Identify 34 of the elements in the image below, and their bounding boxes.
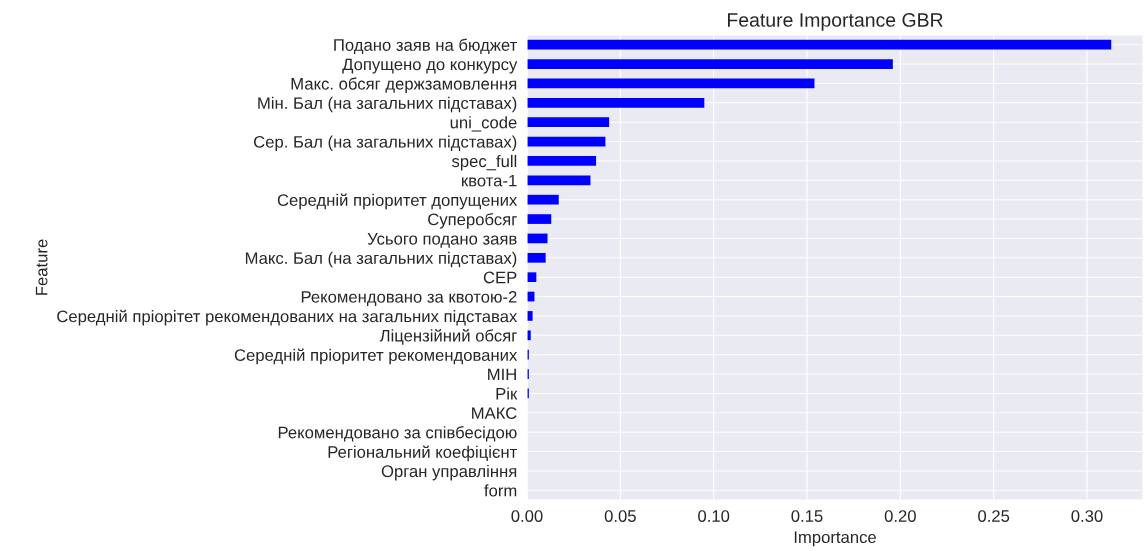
y-axis-title: Feature xyxy=(35,239,48,295)
y-tick-label: Мін. Бал (на загальних підставах) xyxy=(258,96,517,113)
x-tick-label: 0.00 xyxy=(511,510,543,522)
x-axis-title: Importance xyxy=(794,531,876,547)
y-tick-label: Середній пріоритет допущених xyxy=(277,193,518,210)
x-tick-label: 0.30 xyxy=(1071,510,1103,522)
y-tick-label: Сер. Бал (на загальних підставах) xyxy=(254,135,517,152)
y-tick-label: квота-1 xyxy=(462,174,517,187)
y-tick-label: МАКС xyxy=(472,407,517,420)
x-tick-label: 0.10 xyxy=(698,510,730,522)
y-tick-label: Макс. Бал (на загальних підставах) xyxy=(245,251,517,268)
y-tick-label: Рекомендовано за квотою-2 xyxy=(301,290,517,306)
y-tick-label: МІН xyxy=(488,368,516,381)
y-tick-label: Суперобсяг xyxy=(428,212,517,229)
y-tick-label: СЕР xyxy=(483,271,517,284)
y-tick-label: Допущено до конкурсу xyxy=(342,58,518,74)
y-tick-label: Рік xyxy=(496,387,518,400)
y-tick-label: Середній пріорітет рекомендованих на загальних підставах xyxy=(57,309,518,326)
y-tick-label: Регіональний коефіцієнт xyxy=(328,445,517,462)
x-tick-label: 0.20 xyxy=(884,510,916,522)
chart-title: Feature Importance GBR xyxy=(727,13,943,31)
y-tick-label: Ліцензійний обсяг xyxy=(379,329,517,345)
y-tick-label: Подано заяв на бюджет xyxy=(334,38,517,55)
y-tick-label: Рекомендовано за співбесідою xyxy=(278,426,517,442)
x-tick-label: 0.05 xyxy=(604,510,636,522)
y-tick-label: Усього подано заяв xyxy=(367,233,517,248)
y-tick-label: Середній пріоритет рекомендованих xyxy=(234,348,518,365)
x-tick-label: 0.15 xyxy=(791,510,823,522)
y-tick-label: uni_code xyxy=(450,116,517,132)
x-tick-label: 0.25 xyxy=(978,510,1010,522)
y-tick-label: form xyxy=(484,484,517,497)
y-tick-label: spec_full xyxy=(451,154,517,171)
y-tick-label: Орган управління xyxy=(381,464,517,481)
y-tick-label: Макс. обсяг держзамовлення xyxy=(291,77,517,94)
